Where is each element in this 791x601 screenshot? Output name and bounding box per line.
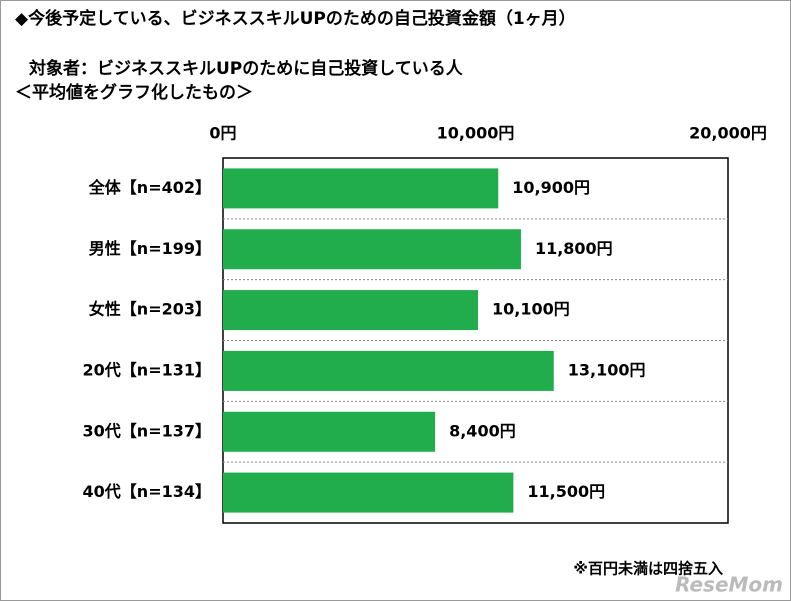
bar <box>223 229 521 270</box>
chart-subtitle: 対象者：ビジネススキルUPのために自己投資している人 <box>29 59 463 79</box>
chart-title: ◆今後予定している、ビジネススキルUPのための自己投資金額（1ヶ月） <box>15 9 576 29</box>
y-tick-label: 男性【n=199】 <box>89 239 211 258</box>
x-tick-label: 0円 <box>209 124 236 143</box>
value-label: 11,500円 <box>527 482 605 501</box>
bar <box>223 290 479 331</box>
y-tick-label: 40代【n=134】 <box>83 482 211 501</box>
bar <box>223 350 554 391</box>
y-tick-label: 30代【n=137】 <box>83 421 211 440</box>
y-tick-label: 20代【n=131】 <box>83 360 211 379</box>
value-label: 10,900円 <box>512 178 590 197</box>
y-tick-label: 全体【n=402】 <box>88 178 211 197</box>
y-tick-label: 女性【n=203】 <box>89 300 211 319</box>
note: ※百円未満は四捨五入 <box>573 560 723 578</box>
bar <box>223 472 514 513</box>
bar <box>223 168 499 209</box>
value-label: 11,800円 <box>535 239 613 258</box>
bar <box>223 411 436 452</box>
value-label: 10,100円 <box>492 300 570 319</box>
value-label: 8,400円 <box>449 421 516 440</box>
value-label: 13,100円 <box>568 360 646 379</box>
watermark: ReseMom <box>675 573 783 597</box>
x-tick-label: 10,000円 <box>437 124 515 143</box>
chart-subtitle: ＜平均値をグラフ化したもの＞ <box>15 83 253 103</box>
x-tick-label: 20,000円 <box>689 124 767 143</box>
